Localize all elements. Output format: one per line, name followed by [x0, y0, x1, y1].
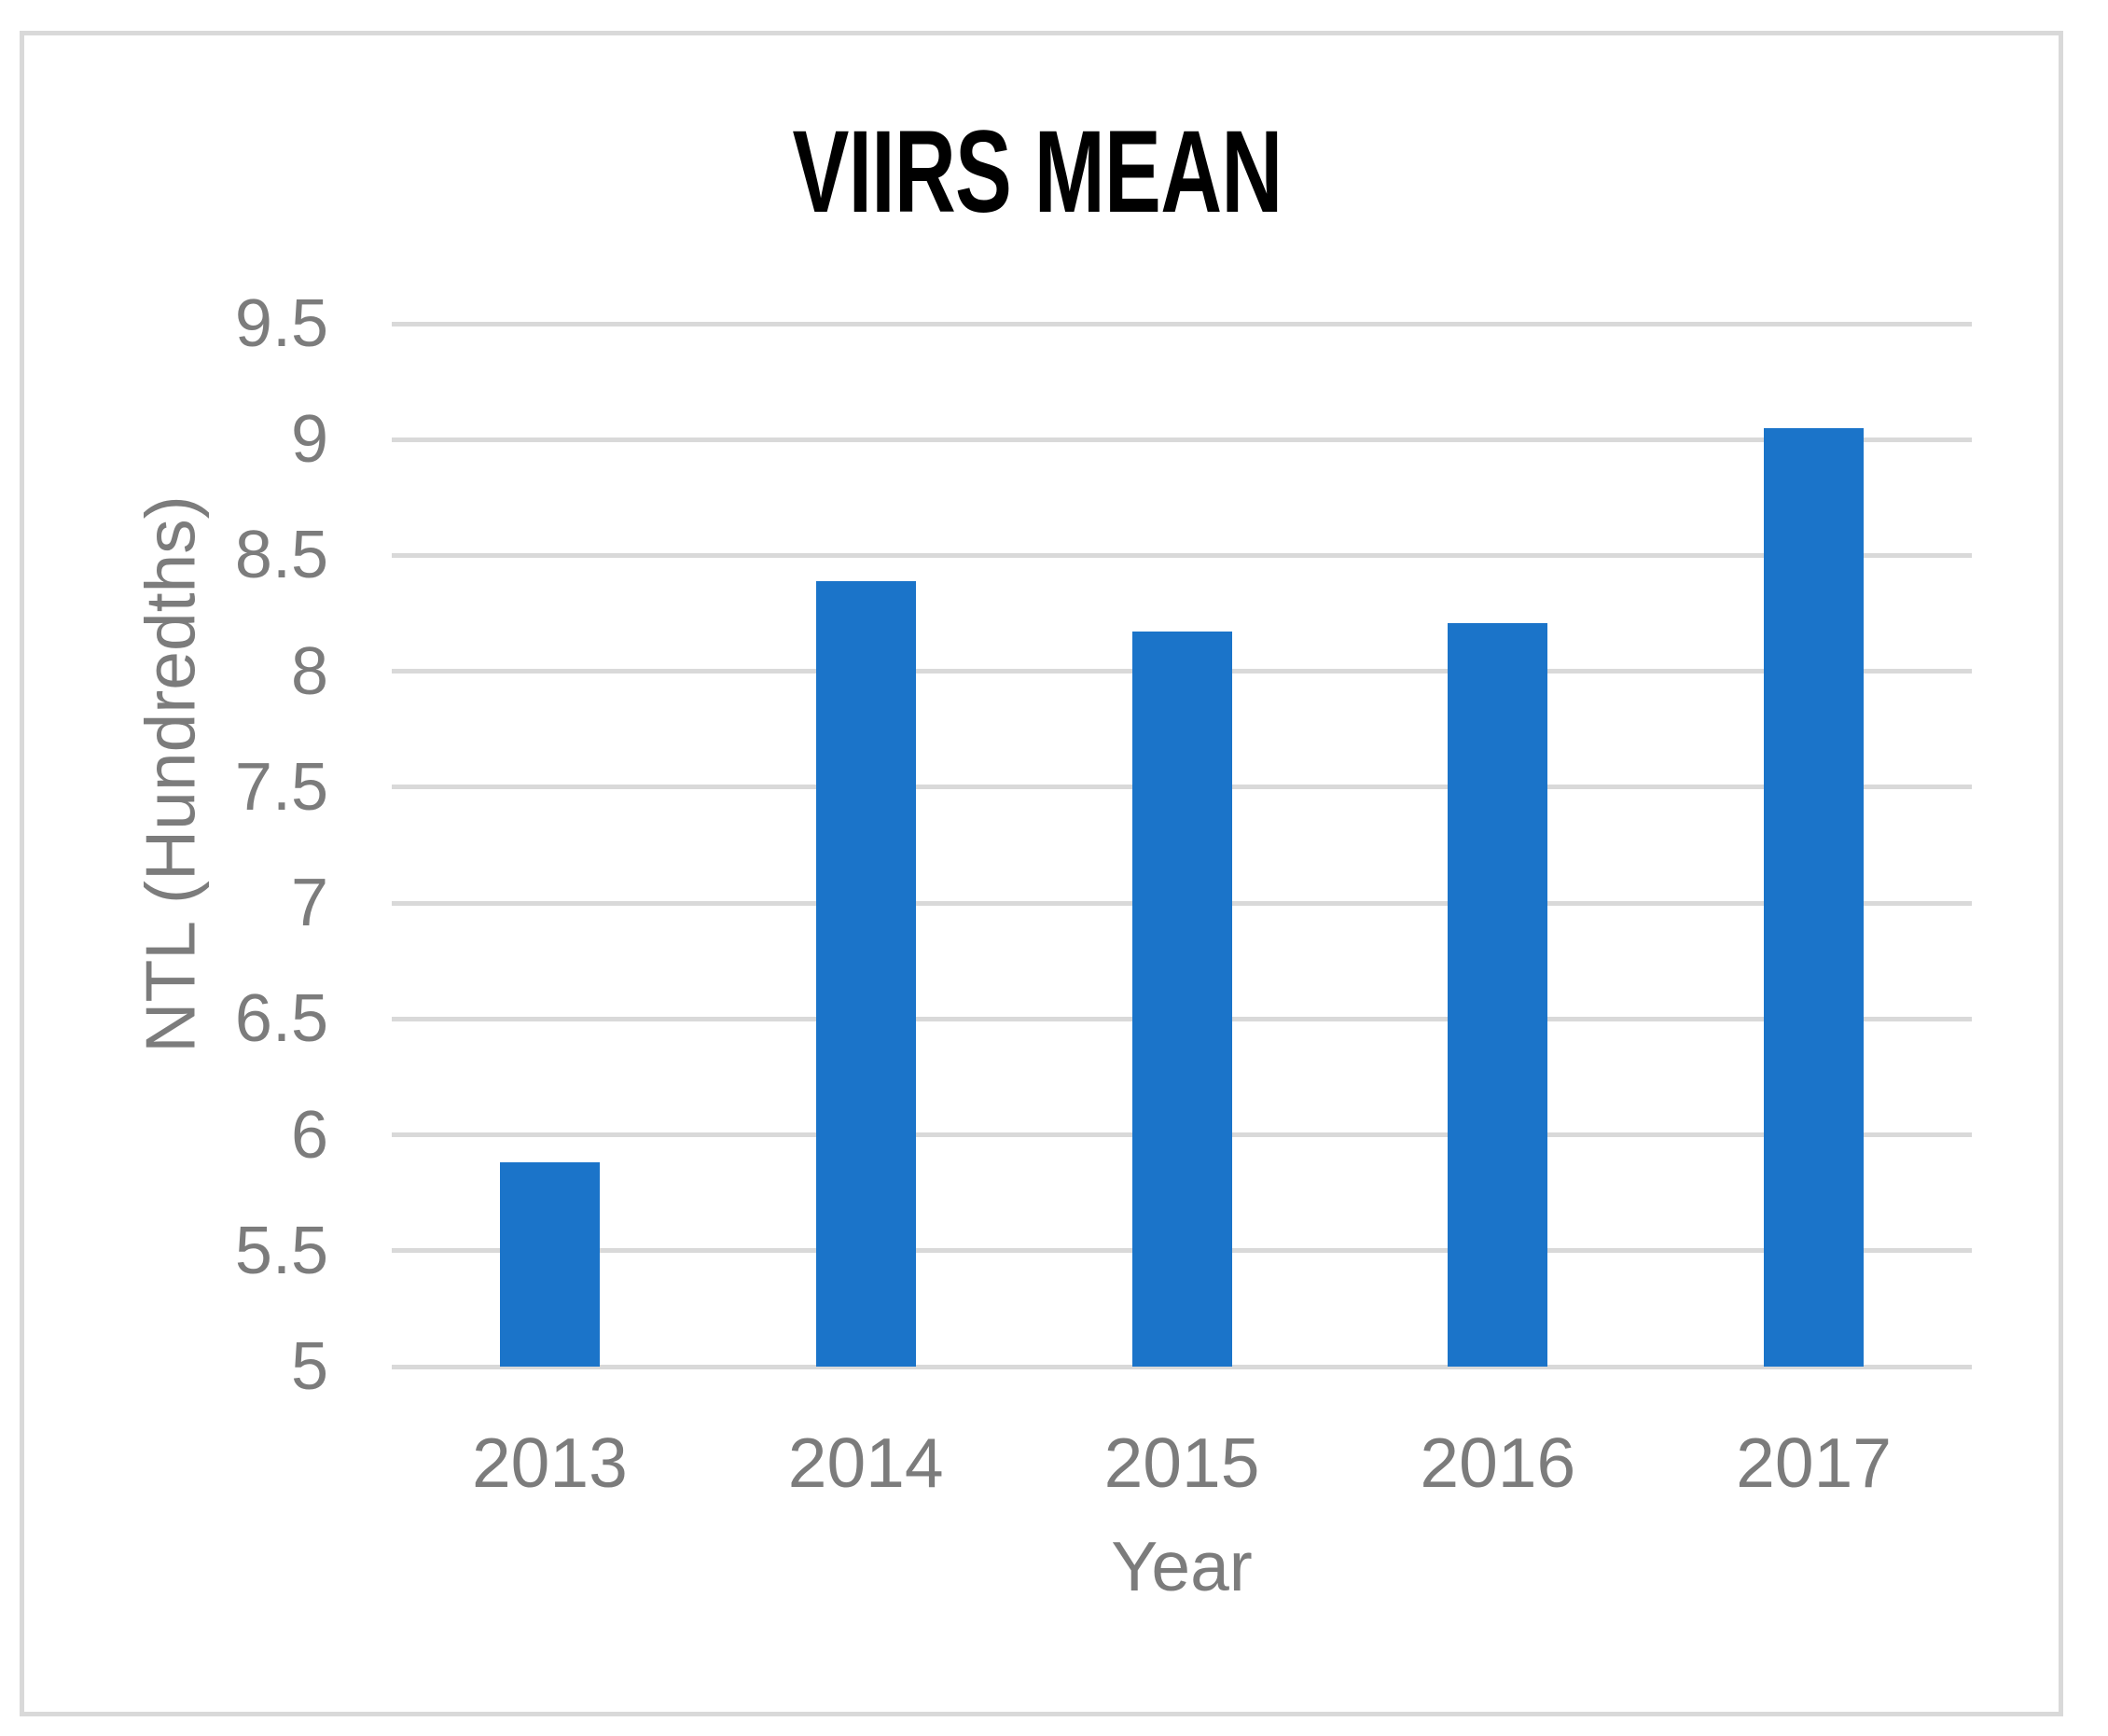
y-tick-label-7: 7 — [290, 866, 328, 941]
y-tick-label-5: 5 — [290, 1329, 328, 1404]
y-tick-label-9: 9 — [290, 402, 328, 478]
bar-2014 — [815, 580, 916, 1367]
y-tick-label-9.5: 9.5 — [234, 286, 328, 362]
bar-2016 — [1448, 622, 1548, 1367]
gridline-y-8.5 — [392, 552, 1972, 558]
gridline-y-9.5 — [392, 321, 1972, 326]
x-tick-label-2017: 2017 — [1736, 1424, 1893, 1502]
chart-area-border — [20, 31, 2063, 1716]
x-axis-title: Year — [1111, 1527, 1253, 1605]
y-tick-label-6.5: 6.5 — [234, 981, 328, 1057]
chart-title: VIIRS MEAN — [792, 107, 1283, 237]
y-tick-label-5.5: 5.5 — [234, 1213, 328, 1288]
bar-2017 — [1764, 427, 1865, 1367]
x-tick-label-2014: 2014 — [787, 1424, 944, 1502]
y-tick-label-8: 8 — [290, 633, 328, 709]
y-tick-label-8.5: 8.5 — [234, 518, 328, 593]
y-tick-label-7.5: 7.5 — [234, 749, 328, 825]
x-tick-label-2013: 2013 — [471, 1424, 628, 1502]
x-tick-label-2016: 2016 — [1420, 1424, 1576, 1502]
y-tick-label-6: 6 — [290, 1097, 328, 1173]
gridline-y-9 — [392, 437, 1972, 442]
bar-2013 — [499, 1162, 600, 1367]
x-tick-label-2015: 2015 — [1103, 1424, 1260, 1502]
gridline-y-5 — [392, 1364, 1972, 1369]
bar-2015 — [1131, 632, 1232, 1367]
